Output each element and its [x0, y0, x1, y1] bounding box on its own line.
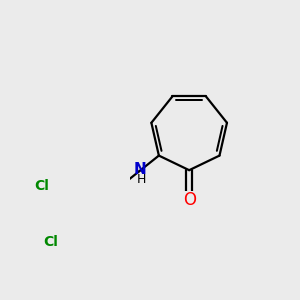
Text: Cl: Cl [43, 235, 58, 249]
Text: Cl: Cl [34, 179, 50, 194]
Text: O: O [183, 190, 196, 208]
Text: N: N [133, 162, 146, 177]
Text: H: H [137, 173, 146, 186]
